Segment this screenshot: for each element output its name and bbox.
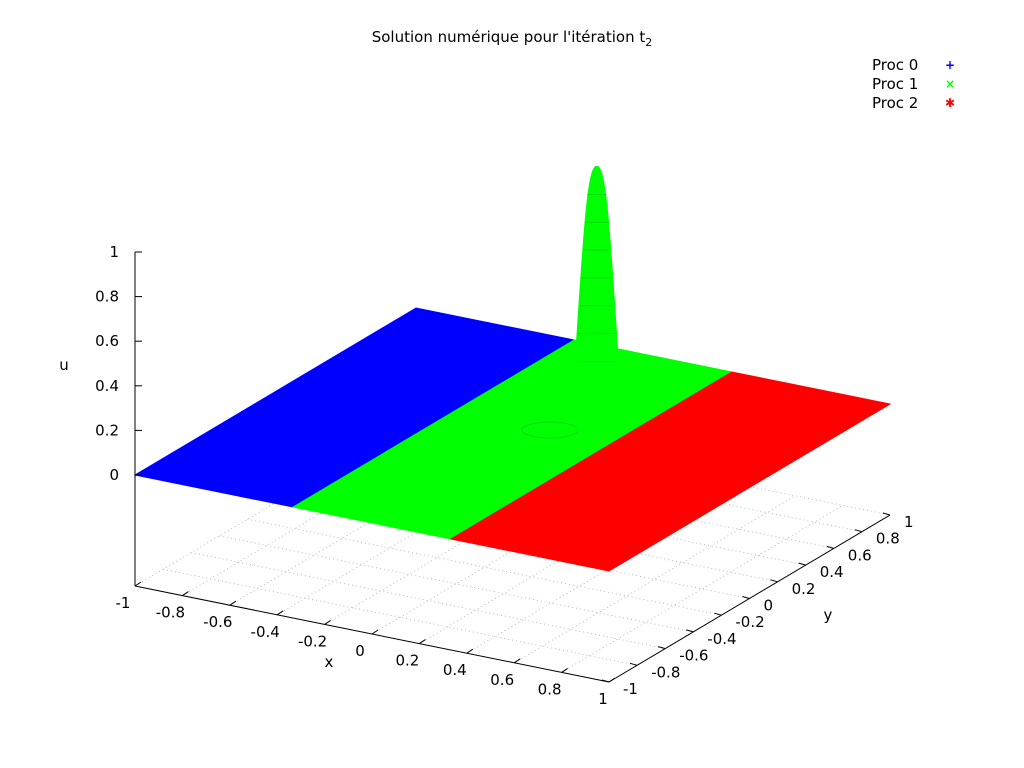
peak (521, 165, 622, 439)
x-tick-label: 0.2 (395, 652, 419, 670)
legend-label-proc-1: Proc 1 (872, 75, 919, 93)
y-tick (826, 545, 834, 549)
tick-labels: -1-0.8-0.6-0.4-0.200.20.40.60.81-1-0.8-0… (95, 243, 913, 708)
y-tick-label: 0 (764, 597, 774, 615)
chart-title: Solution numérique pour l'itération t2 (371, 28, 653, 49)
legend-entry-proc-0: Proc 0 + (872, 56, 958, 75)
y-tick-label: -0.4 (707, 630, 736, 648)
y-tick (601, 679, 610, 683)
x-tick (371, 629, 379, 635)
x-tick-label: 1 (598, 690, 608, 708)
y-tick (770, 579, 778, 583)
y-tick (629, 662, 638, 666)
x-tick (419, 639, 426, 645)
z-tick-label: 0 (109, 466, 119, 484)
y-tick-label: 0.8 (876, 530, 900, 548)
y-tick-label: -0.2 (735, 613, 764, 631)
y-tick (742, 596, 750, 599)
x-tick-label: -0.2 (298, 632, 327, 650)
peak-shape (572, 165, 622, 400)
legend-marker-plus-icon: + (944, 58, 956, 72)
z-tick-label: 0.2 (95, 421, 119, 439)
x-tick-label: -0.4 (251, 623, 280, 641)
z-axis-label: u (59, 356, 69, 374)
y-tick (798, 562, 806, 566)
x-tick-label: -0.6 (203, 613, 232, 631)
legend-marker-cross-icon: × (944, 77, 956, 91)
legend-entry-proc-1: Proc 1 × (872, 75, 958, 94)
x-tick (466, 648, 474, 654)
grid-line-y (219, 535, 694, 633)
x-tick (561, 667, 568, 673)
y-tick (714, 612, 722, 616)
grid-line-y (247, 518, 722, 616)
y-tick-label: 0.2 (792, 580, 816, 598)
legend-label-proc-2: Proc 2 (872, 94, 919, 112)
legend-entry-proc-2: Proc 2 ✱ (872, 94, 958, 113)
x-tick-label: 0.6 (490, 671, 514, 689)
grid-line-y (191, 552, 666, 650)
x-tick-label: -0.8 (156, 604, 185, 622)
legend-marker-star-icon: ✱ (944, 96, 956, 110)
surface (133, 165, 892, 572)
legend: Proc 0 + Proc 1 × Proc 2 ✱ (872, 56, 958, 113)
x-tick-label: 0 (355, 642, 365, 660)
legend-label-proc-0: Proc 0 (872, 56, 919, 74)
x-tick-label: -1 (116, 594, 131, 612)
y-tick (882, 512, 891, 516)
z-tick-label: 0.4 (95, 377, 119, 395)
y-axis-label: y (824, 606, 833, 624)
y-tick-label: -0.6 (679, 647, 708, 665)
x-tick-label: 0.8 (538, 680, 562, 698)
z-tick-label: 1 (109, 243, 119, 261)
peak-base-ring (521, 421, 579, 439)
x-tick (134, 581, 142, 587)
y-tick (658, 646, 666, 650)
x-tick-label: 0.4 (443, 661, 467, 679)
x-tick (182, 591, 189, 597)
x-tick (276, 610, 284, 616)
y-tick-label: 1 (904, 513, 914, 531)
x-axis-label: x (325, 653, 334, 671)
z-tick-label: 0.6 (95, 332, 119, 350)
y-tick-label: 0.6 (848, 546, 872, 564)
y-tick-label: 0.4 (820, 563, 844, 581)
y-tick (854, 529, 863, 533)
grid-line-y (163, 568, 638, 666)
x-tick (608, 677, 616, 683)
y-tick-label: -1 (623, 680, 638, 698)
x-tick (229, 600, 237, 606)
x-tick (324, 619, 331, 625)
y-tick-label: -0.8 (651, 663, 680, 681)
grid-line-x (561, 504, 843, 673)
y-tick (686, 629, 694, 633)
x-tick (513, 658, 521, 664)
grid-line-x (513, 495, 796, 664)
surface-strip-proc-2 (449, 371, 892, 572)
z-tick-label: 0.8 (95, 288, 119, 306)
